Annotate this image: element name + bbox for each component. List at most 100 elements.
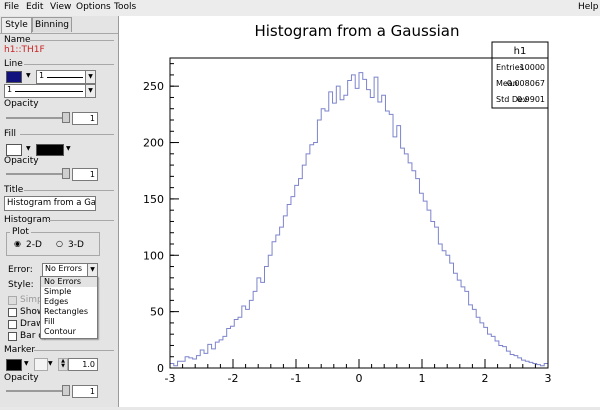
tab-binning[interactable]: Binning: [32, 17, 72, 32]
histogram-bin[interactable]: [359, 73, 363, 368]
line-width-select[interactable]: 1 ▼: [36, 70, 96, 84]
histogram-bin[interactable]: [246, 309, 250, 368]
marker-opacity-slider-handle[interactable]: [62, 385, 70, 396]
line-color-swatch[interactable]: [6, 71, 22, 83]
line-opacity-slider[interactable]: [6, 117, 68, 119]
histogram-bin[interactable]: [317, 120, 321, 368]
histogram-bin[interactable]: [208, 344, 212, 368]
histogram-bin[interactable]: [457, 280, 461, 368]
menu-tools[interactable]: Tools: [114, 2, 137, 12]
histogram-bin[interactable]: [442, 251, 446, 368]
histogram-bin[interactable]: [314, 143, 318, 368]
histogram-bin[interactable]: [540, 366, 544, 368]
line-width-chevron-down-icon[interactable]: ▼: [85, 71, 95, 83]
histogram-bin[interactable]: [272, 242, 276, 368]
histogram-bin[interactable]: [276, 235, 280, 368]
histogram-bin[interactable]: [404, 154, 408, 368]
marker-opacity-slider[interactable]: [6, 390, 68, 392]
histogram-bin[interactable]: [393, 137, 397, 368]
histogram-bin[interactable]: [367, 90, 371, 368]
marker-size-input[interactable]: 1.0: [68, 358, 98, 371]
histogram-chart[interactable]: Histogram from a Gaussian -3 -2 -1 0 1 2 3 0 50 1…: [119, 16, 600, 407]
histogram-bin[interactable]: [223, 336, 227, 368]
histogram-bin[interactable]: [480, 323, 484, 368]
histogram-bin[interactable]: [416, 179, 420, 368]
histogram-bin[interactable]: [401, 148, 405, 368]
menu-file[interactable]: File: [4, 2, 20, 12]
histogram-bin[interactable]: [514, 356, 518, 368]
histogram-bin[interactable]: [181, 361, 185, 368]
bar-option-checkbox[interactable]: [8, 332, 17, 341]
histogram-bin[interactable]: [253, 291, 257, 368]
histogram-bin[interactable]: [374, 77, 378, 368]
histogram-bin[interactable]: [484, 327, 488, 368]
title-input[interactable]: Histogram from a Gaus: [4, 196, 96, 211]
histogram-bin[interactable]: [419, 193, 423, 368]
histogram-bin[interactable]: [488, 334, 492, 368]
menu-edit[interactable]: Edit: [26, 2, 44, 12]
fill-opacity-input[interactable]: 1: [72, 168, 98, 181]
histogram-bin[interactable]: [506, 351, 510, 368]
histogram-bin[interactable]: [344, 95, 348, 368]
histogram-bin[interactable]: [454, 273, 458, 368]
fill-opacity-slider[interactable]: [6, 173, 68, 175]
histogram-bin[interactable]: [469, 305, 473, 368]
histogram-bin[interactable]: [238, 317, 242, 368]
line-color-chevron-down-icon[interactable]: ▼: [26, 72, 31, 79]
histogram-bin[interactable]: [427, 210, 431, 368]
histogram-bin[interactable]: [325, 111, 329, 368]
fill-opacity-slider-handle[interactable]: [62, 168, 70, 179]
menu-options[interactable]: Options: [76, 2, 111, 12]
show-checkbox-label[interactable]: Show: [20, 307, 45, 317]
histogram-bin[interactable]: [525, 361, 529, 368]
histogram-bin[interactable]: [431, 221, 435, 368]
histogram-bin[interactable]: [234, 320, 238, 368]
menu-view[interactable]: View: [50, 2, 72, 12]
histogram-bin[interactable]: [340, 100, 344, 368]
histogram-bin[interactable]: [397, 126, 401, 368]
histogram-bin[interactable]: [363, 79, 367, 368]
radio-2d-label[interactable]: 2-D: [26, 240, 42, 250]
marker-opacity-input[interactable]: 1: [72, 385, 98, 398]
histogram-bin[interactable]: [382, 95, 386, 368]
histogram-bin[interactable]: [219, 340, 223, 368]
error-option-edges[interactable]: Edges: [44, 297, 69, 306]
histogram-bin[interactable]: [291, 197, 295, 368]
error-option-simple[interactable]: Simple: [44, 287, 72, 296]
histogram-bin[interactable]: [333, 103, 337, 368]
histogram-bin[interactable]: [522, 360, 526, 368]
histogram-bin[interactable]: [212, 349, 216, 368]
marker-size-stepper-icon[interactable]: ▲ ▼: [58, 358, 68, 371]
histogram-bin[interactable]: [249, 300, 253, 368]
histogram-bin[interactable]: [257, 278, 261, 368]
histogram-bin[interactable]: [348, 81, 352, 368]
histogram-bin[interactable]: [461, 287, 465, 368]
histogram-bin[interactable]: [518, 358, 522, 368]
histogram-bin[interactable]: [533, 363, 537, 368]
line-style-select[interactable]: 1 ▼: [4, 84, 96, 98]
histogram-bin[interactable]: [438, 244, 442, 368]
error-option-no-errors[interactable]: No Errors: [41, 277, 97, 287]
histogram-bin[interactable]: [491, 336, 495, 368]
histogram-canvas[interactable]: Histogram from a Gaussian -3 -2 -1 0 1 2 3 0 50 1…: [119, 16, 600, 407]
error-option-rectangles[interactable]: Rectangles: [44, 307, 89, 316]
histogram-bin[interactable]: [170, 363, 174, 368]
show-checkbox[interactable]: [8, 308, 17, 317]
histogram-bin[interactable]: [265, 267, 269, 368]
histogram-bin[interactable]: [268, 255, 272, 368]
histogram-bin[interactable]: [503, 347, 507, 368]
histogram-bin[interactable]: [529, 362, 533, 368]
draw-checkbox[interactable]: [8, 320, 17, 329]
menu-help[interactable]: Help: [578, 2, 599, 12]
histogram-bin[interactable]: [472, 309, 476, 368]
histogram-bin[interactable]: [215, 342, 219, 368]
histogram-bin[interactable]: [355, 88, 359, 368]
histogram-bin[interactable]: [378, 102, 382, 368]
histogram-bin[interactable]: [204, 353, 208, 368]
radio-2d-icon[interactable]: ◉: [14, 239, 21, 248]
line-style-chevron-down-icon[interactable]: ▼: [85, 85, 95, 97]
marker-style-select[interactable]: [34, 358, 48, 371]
histogram-bin[interactable]: [499, 345, 503, 368]
histogram-bin[interactable]: [336, 86, 340, 368]
histogram-bin[interactable]: [321, 109, 325, 368]
